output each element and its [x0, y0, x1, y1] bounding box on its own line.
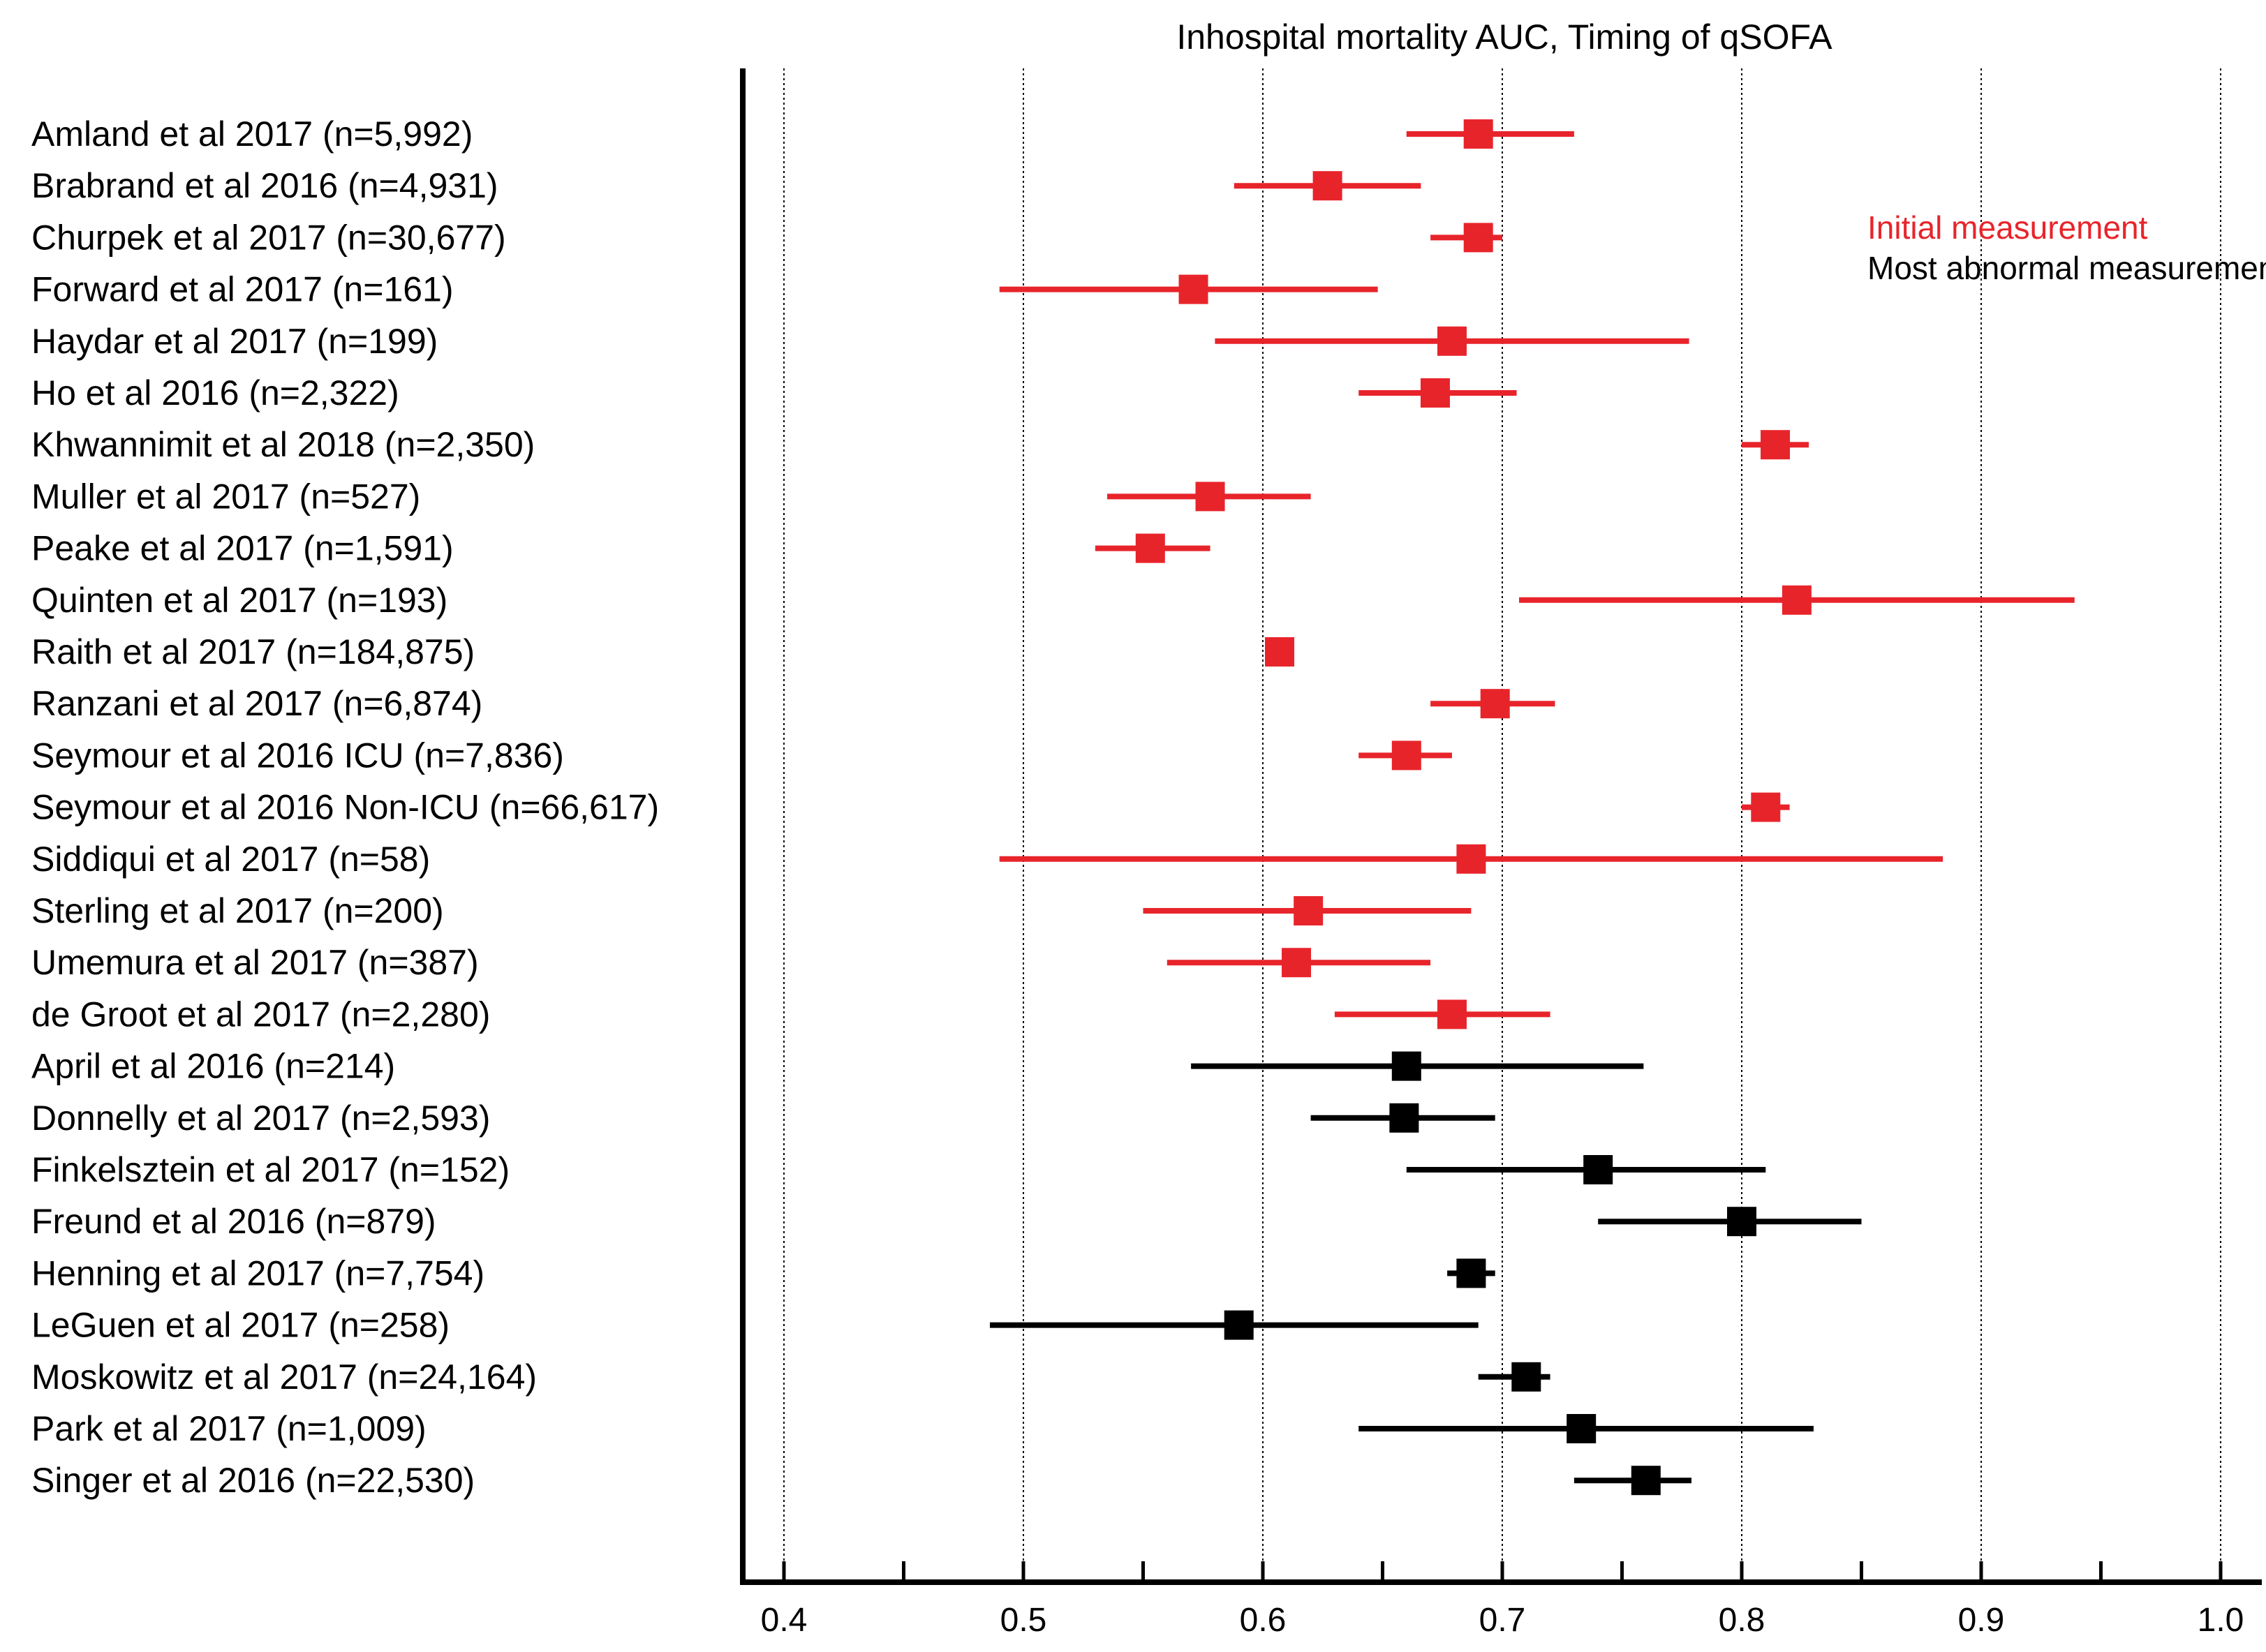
- legend-entry-most-abnormal: Most abnormal measurement: [1867, 250, 2266, 286]
- point-estimate: [1178, 274, 1208, 304]
- study-label: Muller et al 2017 (n=527): [31, 477, 420, 516]
- point-estimate: [1391, 741, 1421, 771]
- legend-entry-initial: Initial measurement: [1867, 209, 2148, 246]
- legend: Initial measurement Most abnormal measur…: [1867, 209, 2266, 286]
- point-estimate: [1727, 1207, 1756, 1237]
- point-estimate: [1480, 689, 1510, 719]
- study-label: April et al 2016 (n=214): [31, 1047, 395, 1086]
- point-estimate: [1463, 119, 1493, 149]
- point-estimate: [1312, 171, 1342, 201]
- point-estimate: [1751, 792, 1781, 822]
- study-label: Khwannimit et al 2018 (n=2,350): [31, 425, 535, 464]
- point-estimate: [1456, 1258, 1486, 1288]
- point-estimate: [1437, 326, 1467, 356]
- tick-label: 0.5: [1000, 1602, 1047, 1639]
- study-label: Umemura et al 2017 (n=387): [31, 943, 479, 982]
- point-estimate: [1583, 1155, 1613, 1184]
- point-estimate: [1391, 1051, 1421, 1081]
- study-label: Peake et al 2017 (n=1,591): [31, 529, 454, 568]
- study-label: Singer et al 2016 (n=22,530): [31, 1461, 475, 1500]
- study-labels: Amland et al 2017 (n=5,992) Brabrand et a…: [31, 114, 659, 1500]
- study-label: Seymour et al 2016 ICU (n=7,836): [31, 736, 564, 775]
- study-label: Churpek et al 2017 (n=30,677): [31, 218, 506, 257]
- study-label: Ho et al 2016 (n=2,322): [31, 373, 399, 412]
- point-estimate: [1437, 999, 1467, 1029]
- gridlines: [783, 68, 2221, 1582]
- study-label: Ranzani et al 2017 (n=6,874): [31, 684, 482, 723]
- point-estimate: [1135, 533, 1165, 563]
- study-label: Henning et al 2017 (n=7,754): [31, 1253, 484, 1293]
- study-label: de Groot et al 2017 (n=2,280): [31, 995, 490, 1034]
- point-estimate: [1567, 1414, 1597, 1443]
- tick-label: 0.8: [1719, 1602, 1765, 1639]
- point-estimate: [1420, 378, 1450, 408]
- study-label: Moskowitz et al 2017 (n=24,164): [31, 1357, 537, 1397]
- x-axis-ticks: 0.4 0.5 0.6 0.7 0.8 0.9 1.0: [761, 1561, 2244, 1639]
- tick-label: 0.9: [1958, 1602, 2005, 1639]
- confidence-intervals: [989, 119, 2075, 1496]
- study-label: Freund et al 2016 (n=879): [31, 1202, 436, 1241]
- study-label: Seymour et al 2016 Non-ICU (n=66,617): [31, 788, 659, 827]
- point-estimate: [1389, 1103, 1419, 1133]
- tick-label: 0.6: [1240, 1602, 1287, 1639]
- study-label: Brabrand et al 2016 (n=4,931): [31, 166, 498, 205]
- study-label: Haydar et al 2017 (n=199): [31, 322, 438, 361]
- study-label: LeGuen et al 2017 (n=258): [31, 1306, 450, 1345]
- point-estimate: [1463, 223, 1493, 253]
- point-estimate: [1511, 1362, 1541, 1392]
- study-label: Siddiqui et al 2017 (n=58): [31, 840, 430, 879]
- point-estimate: [1265, 637, 1295, 667]
- tick-label: 0.4: [761, 1602, 808, 1639]
- study-label: Amland et al 2017 (n=5,992): [31, 114, 473, 154]
- point-estimate: [1782, 585, 1812, 615]
- tick-label: 0.7: [1479, 1602, 1526, 1639]
- study-label: Sterling et al 2017 (n=200): [31, 891, 444, 930]
- point-estimate: [1761, 430, 1791, 460]
- point-estimate: [1224, 1310, 1254, 1340]
- study-label: Park et al 2017 (n=1,009): [31, 1409, 427, 1448]
- study-label: Finkelsztein et al 2017 (n=152): [31, 1150, 510, 1189]
- point-estimate: [1294, 896, 1324, 925]
- study-label: Raith et al 2017 (n=184,875): [31, 632, 475, 671]
- chart-title: Inhospital mortality AUC, Timing of qSOF…: [1176, 17, 1832, 57]
- study-label: Quinten et al 2017 (n=193): [31, 581, 447, 620]
- point-estimate: [1282, 948, 1312, 978]
- point-estimate: [1195, 482, 1225, 512]
- tick-label: 1.0: [2198, 1602, 2244, 1639]
- point-estimate: [1456, 844, 1486, 874]
- point-estimate: [1631, 1466, 1661, 1496]
- study-label: Donnelly et al 2017 (n=2,593): [31, 1099, 490, 1138]
- study-label: Forward et al 2017 (n=161): [31, 270, 454, 309]
